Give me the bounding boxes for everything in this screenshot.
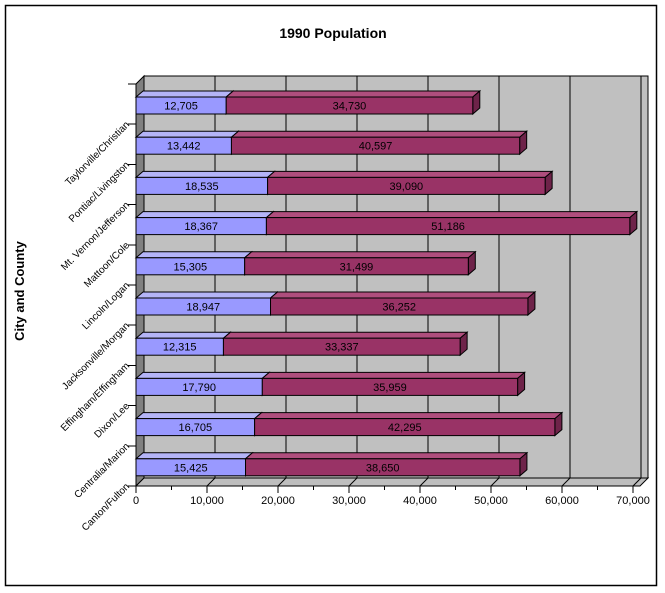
bar-value-label: 15,425 [174, 462, 208, 474]
bar-top-face [134, 170, 276, 178]
bar-value-label: 35,959 [373, 382, 407, 394]
bar-top-face [134, 291, 279, 299]
floor [134, 477, 650, 487]
bar-value-label: 36,252 [382, 302, 416, 314]
x-tick-label: 0 [133, 495, 139, 507]
bar-value-label: 16,705 [178, 422, 212, 434]
bar-top-face [134, 90, 235, 98]
bar-value-label: 18,535 [185, 181, 219, 193]
floor-gridline [419, 477, 429, 487]
x-tick-label: 70,000 [616, 495, 650, 507]
floor-gridline [277, 477, 287, 487]
bar-top-face [134, 331, 232, 339]
bar-segment [225, 96, 474, 115]
floor-gridline [348, 477, 358, 487]
bar-top-face [230, 130, 529, 138]
x-tick-label: 30,000 [332, 495, 366, 507]
bar-value-label: 17,790 [182, 382, 216, 394]
x-tick-label: 60,000 [545, 495, 579, 507]
floor-gridline [490, 477, 500, 487]
bar-segment [222, 337, 461, 356]
bar-segment [244, 257, 469, 276]
floor-gridline [561, 477, 571, 487]
plot-area: 12,705 34,730 13,442 40,597 18,535 39,090 18,3… [59, 74, 650, 534]
bar-segment [245, 458, 521, 477]
x-tick-label: 40,000 [403, 495, 437, 507]
floor-gridline [206, 477, 216, 487]
y-axis-title: City and County [12, 240, 27, 340]
bar-top-face [134, 371, 271, 379]
bar-top-face [260, 371, 526, 379]
floor-gridline [632, 477, 642, 487]
bar-value-label: 31,499 [340, 261, 374, 273]
bar-top-face [222, 331, 469, 339]
bar-value-label: 38,650 [366, 462, 400, 474]
bar-value-label: 39,090 [390, 181, 424, 193]
bar-segment [261, 377, 519, 396]
bar-top-face [134, 211, 275, 219]
bar-value-label: 18,947 [186, 302, 220, 314]
bar-value-label: 34,730 [333, 101, 367, 113]
x-tick-label: 10,000 [190, 495, 224, 507]
bar-top-face [253, 412, 564, 420]
bar-segment [267, 176, 546, 195]
bar-value-label: 12,315 [163, 342, 197, 354]
bar-value-label: 13,442 [167, 141, 201, 153]
bar-top-face [266, 170, 554, 178]
bar-value-label: 15,305 [174, 261, 208, 273]
bar-top-face [134, 412, 263, 420]
bar-top-face [134, 452, 254, 460]
x-tick-label: 50,000 [474, 495, 508, 507]
bar-top-face [265, 211, 639, 219]
bar-segment [265, 217, 631, 236]
bar-segment [230, 136, 521, 155]
x-tick-label: 20,000 [261, 495, 295, 507]
bar-top-face [269, 291, 537, 299]
bar-value-label: 33,337 [325, 342, 359, 354]
bar-top-face [243, 251, 477, 259]
bar-top-face [224, 90, 482, 98]
bar-value-label: 12,705 [164, 101, 198, 113]
bar-value-label: 40,597 [359, 141, 393, 153]
bar-segment [270, 297, 529, 316]
bar-segment [254, 418, 556, 437]
bar-value-label: 42,295 [388, 422, 422, 434]
bar-value-label: 51,186 [431, 221, 465, 233]
bar-value-label: 18,367 [184, 221, 218, 233]
bar-top-face [134, 130, 240, 138]
bar-top-face [134, 251, 254, 259]
chart-title: 1990 Population [279, 25, 386, 41]
bar-top-face [244, 452, 529, 460]
